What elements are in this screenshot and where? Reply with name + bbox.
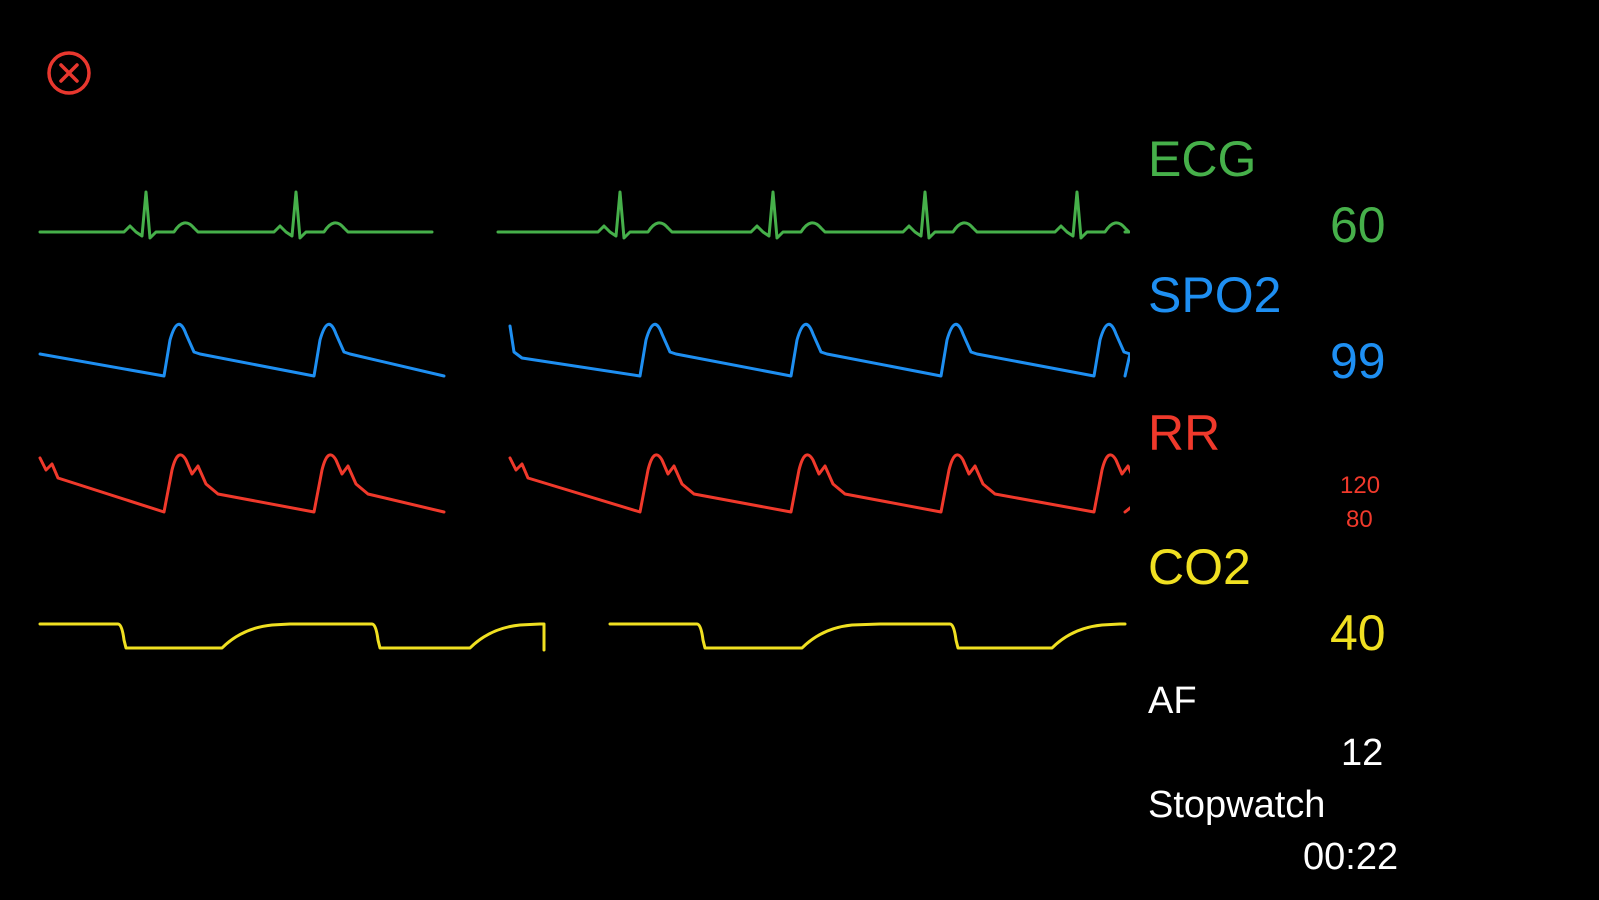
rr-label: RR (1148, 405, 1221, 461)
spo2-trace-segment (508, 323, 1130, 378)
co2-trace-segment (608, 622, 1127, 650)
rr-trace-segment (38, 453, 446, 514)
ecg-waveform (38, 190, 1130, 240)
ecg-label: ECG (1148, 131, 1257, 187)
co2-value: 40 (1330, 605, 1386, 661)
stopwatch-label: Stopwatch (1148, 784, 1326, 826)
waveform-area (38, 190, 1130, 652)
close-icon[interactable] (46, 50, 92, 96)
co2-trace-segment (38, 622, 546, 652)
ecg-trace-segment (38, 190, 434, 240)
stopwatch-value: 00:22 (1303, 836, 1399, 878)
ecg-trace-segment (496, 190, 1130, 240)
co2-waveform (38, 622, 1127, 652)
spo2-value: 99 (1330, 333, 1386, 389)
spo2-waveform (38, 323, 1130, 378)
spo2-label: SPO2 (1148, 267, 1282, 323)
af-label: AF (1148, 680, 1197, 722)
rr-trace-segment (508, 453, 1130, 514)
rr-systolic-value: 120 (1340, 472, 1381, 499)
co2-label: CO2 (1148, 539, 1251, 595)
spo2-trace-segment (38, 323, 446, 378)
rr-diastolic-value: 80 (1346, 506, 1373, 533)
af-value: 12 (1341, 732, 1384, 774)
rr-waveform (38, 453, 1130, 514)
ecg-value: 60 (1330, 197, 1386, 253)
